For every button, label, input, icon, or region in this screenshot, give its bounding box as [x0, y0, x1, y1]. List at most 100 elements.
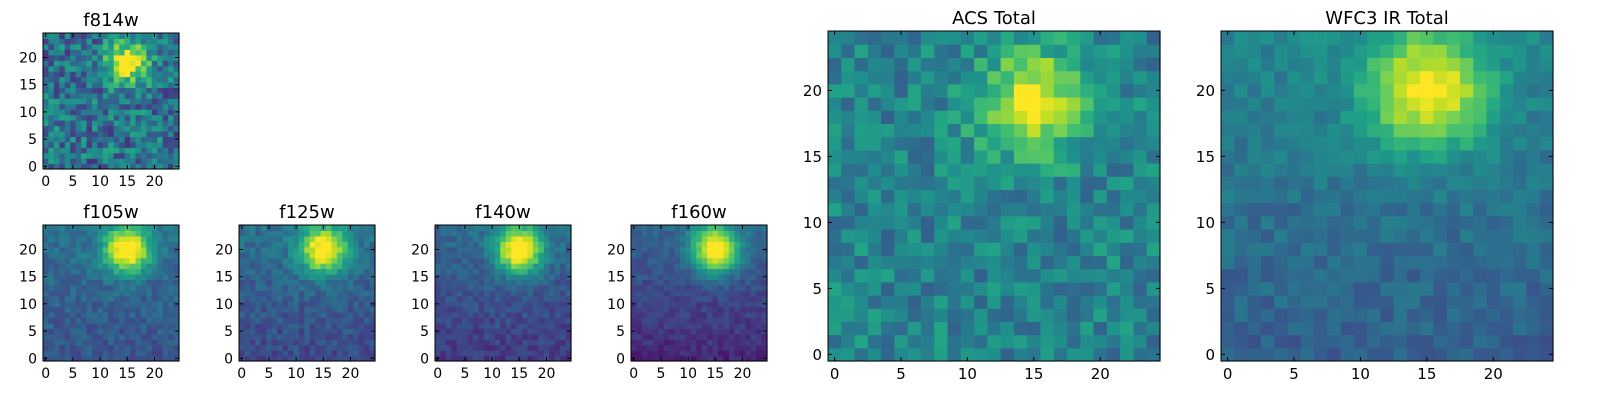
heatmap-cell: [750, 230, 757, 237]
heatmap-cell: [336, 284, 343, 291]
heatmap-cell: [907, 281, 922, 296]
heatmap-cell: [631, 257, 638, 264]
heatmap-cell: [456, 273, 463, 280]
heatmap-cell: [456, 344, 463, 351]
heatmap-cell: [244, 241, 251, 248]
heatmap-cell: [1287, 83, 1302, 98]
heatmap-cell: [549, 241, 556, 248]
heatmap-cell: [505, 322, 512, 329]
heatmap-cell: [881, 202, 895, 217]
heatmap-cell: [86, 301, 93, 308]
heatmap-cell: [522, 235, 529, 242]
heatmap-cell: [631, 279, 638, 286]
heatmap-cell: [494, 333, 501, 340]
x-tick-label: 0: [237, 366, 246, 382]
heatmap-cell: [244, 230, 251, 237]
heatmap-cell: [86, 328, 93, 335]
heatmap-cell: [934, 110, 949, 124]
heatmap-cell: [146, 136, 153, 143]
heatmap-cell: [1313, 123, 1328, 138]
heatmap-cell: [527, 268, 534, 275]
heatmap-cell: [255, 317, 262, 324]
heatmap-cell: [64, 306, 71, 313]
heatmap-cell: [146, 103, 153, 110]
heatmap-cell: [75, 141, 82, 148]
heatmap-cell: [53, 252, 60, 259]
heatmap-cell: [336, 241, 343, 248]
heatmap-cell: [102, 152, 109, 159]
heatmap-cell: [554, 350, 561, 357]
heatmap-cell: [1433, 110, 1448, 124]
heatmap-cell: [1380, 321, 1395, 336]
heatmap-cell: [1433, 334, 1448, 349]
heatmap-cell: [162, 120, 169, 127]
heatmap-cell: [86, 230, 93, 237]
heatmap-cell: [113, 339, 120, 346]
heatmap-cell: [974, 70, 988, 85]
heatmap-cell: [43, 284, 50, 291]
heatmap-cell: [157, 257, 164, 264]
heatmap-cell: [135, 306, 142, 313]
heatmap-cell: [1539, 242, 1554, 256]
heatmap-cell: [70, 257, 77, 264]
heatmap-cell: [244, 355, 251, 362]
heatmap-cell: [124, 87, 131, 94]
heatmap-cell: [244, 252, 251, 259]
heatmap-cell: [113, 87, 120, 94]
heatmap-cell: [331, 257, 338, 264]
heatmap-cell: [249, 350, 256, 357]
heatmap-cell: [1513, 268, 1528, 283]
heatmap-cell: [135, 125, 142, 132]
heatmap-cell: [271, 290, 278, 297]
heatmap-cell: [277, 252, 284, 259]
heatmap-cell: [347, 317, 354, 324]
heatmap-cell: [59, 71, 66, 78]
heatmap-cell: [828, 255, 842, 270]
y-tick-label: 5: [420, 324, 429, 340]
heatmap-cell: [108, 333, 115, 340]
heatmap-cell: [86, 130, 93, 137]
heatmap-cell: [1093, 110, 1108, 124]
heatmap-cell: [48, 235, 55, 242]
heatmap-cell: [907, 110, 922, 124]
heatmap-cell: [1067, 255, 1081, 270]
heatmap-cell: [135, 230, 142, 237]
heatmap-cell: [854, 44, 869, 58]
heatmap-cell: [64, 317, 71, 324]
heatmap-cell: [249, 339, 256, 346]
heatmap-cell: [91, 147, 98, 154]
heatmap-cell: [304, 241, 311, 248]
heatmap-cell: [342, 306, 349, 313]
heatmap-cell: [1300, 110, 1315, 124]
heatmap-cell: [881, 347, 895, 362]
heatmap-cell: [151, 87, 158, 94]
heatmap-cell: [652, 284, 659, 291]
heatmap-cell: [151, 152, 158, 159]
heatmap-cell: [1300, 202, 1315, 217]
heatmap-cell: [1513, 176, 1528, 190]
heatmap-cell: [707, 235, 714, 242]
heatmap-cell: [1300, 268, 1315, 283]
heatmap-cell: [867, 295, 882, 309]
heatmap-cell: [894, 268, 909, 283]
heatmap-cell: [658, 317, 665, 324]
heatmap-cell: [1040, 295, 1055, 309]
heatmap-cell: [140, 114, 147, 121]
heatmap-cell: [641, 273, 648, 280]
heatmap-cell: [108, 109, 115, 116]
heatmap-cell: [1353, 215, 1368, 230]
heatmap-cell: [277, 355, 284, 362]
heatmap-cell: [728, 333, 735, 340]
heatmap-cell: [1000, 347, 1015, 362]
heatmap-cell: [516, 230, 523, 237]
heatmap-cell: [641, 339, 648, 346]
heatmap-cell: [1013, 31, 1028, 45]
heatmap-cell: [1353, 83, 1368, 98]
heatmap-cell: [960, 321, 975, 336]
heatmap-cell: [1080, 163, 1095, 177]
heatmap-cell: [707, 350, 714, 357]
heatmap-cell: [260, 290, 267, 297]
heatmap-cell: [641, 263, 648, 270]
heatmap-cell: [1040, 70, 1055, 85]
heatmap-cell: [652, 230, 659, 237]
